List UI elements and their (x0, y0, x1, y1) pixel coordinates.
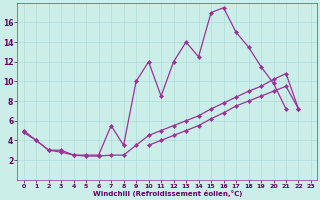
X-axis label: Windchill (Refroidissement éolien,°C): Windchill (Refroidissement éolien,°C) (93, 190, 242, 197)
